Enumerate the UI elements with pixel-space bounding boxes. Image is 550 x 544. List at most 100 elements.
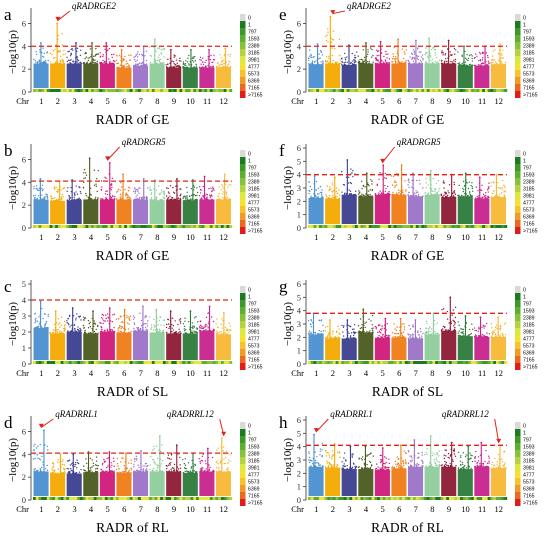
y-tick-label: 5 (297, 428, 301, 438)
snp-point (402, 460, 404, 462)
density-strip (308, 497, 325, 500)
snp-point (117, 188, 120, 191)
chromosome-6-points (390, 164, 408, 228)
snp-point (100, 326, 103, 329)
legend-label: 7165 (523, 222, 535, 228)
density-cell (49, 497, 53, 500)
density-cell (132, 89, 136, 92)
snp-point (118, 326, 120, 329)
snp-point (413, 53, 416, 55)
snp-point (383, 466, 385, 468)
density-strip (473, 361, 491, 364)
density-cell (102, 361, 106, 364)
snp-point (145, 315, 148, 317)
snp-point (36, 188, 38, 190)
point-band (325, 467, 341, 496)
density-cell (74, 361, 78, 364)
legend-swatch (515, 157, 521, 164)
chromosome-7-points (132, 305, 150, 364)
snp-point (452, 329, 455, 332)
snp-point (149, 188, 151, 190)
density-cell (310, 225, 314, 228)
snp-point (420, 335, 423, 337)
snp-point (463, 188, 465, 191)
chromosome-1-points (308, 175, 325, 228)
snp-point (409, 464, 412, 466)
snp-point (350, 182, 353, 185)
snp-point (318, 463, 320, 465)
snp-point (34, 59, 36, 62)
snp-point (95, 328, 97, 331)
snp-point (178, 65, 181, 67)
density-cell (354, 497, 358, 500)
snp-point (370, 179, 372, 181)
snp-point (346, 468, 348, 470)
snp-point (454, 58, 457, 61)
chromosome-5-points (374, 447, 392, 500)
snp-point (434, 49, 436, 51)
snp-point (97, 197, 99, 199)
density-cell (435, 361, 439, 364)
density-cell (113, 225, 117, 228)
density-cell (332, 225, 336, 228)
snp-point (53, 57, 55, 59)
annotation-qRADRGR5: qRADRGR5 (105, 137, 166, 161)
snp-point (54, 62, 56, 64)
point-band (490, 197, 506, 224)
snp-point (118, 468, 120, 470)
snp-point (204, 326, 207, 328)
snp-point (59, 332, 61, 334)
density-cell (33, 497, 36, 500)
snp-point (492, 332, 494, 335)
density-cell (335, 361, 339, 364)
snp-point (446, 310, 449, 313)
density-cell (495, 225, 499, 228)
snp-point (34, 319, 36, 321)
snp-point (106, 470, 108, 472)
snp-point (430, 48, 433, 51)
point-band (474, 198, 490, 224)
snp-point (487, 186, 490, 188)
snp-point (409, 455, 411, 457)
snp-point (485, 52, 488, 54)
snp-point (395, 181, 397, 184)
snp-point (358, 190, 360, 192)
density-cell (443, 497, 447, 500)
snp-point (165, 326, 168, 329)
snp-point (42, 47, 44, 49)
snp-point (34, 457, 36, 460)
snp-point (53, 470, 55, 473)
density-cell (124, 225, 128, 228)
density-cell (229, 497, 233, 500)
point-band (83, 199, 99, 224)
snp-point (435, 333, 437, 335)
snp-point (477, 197, 480, 200)
snp-point (191, 59, 194, 62)
snp-point (171, 317, 174, 320)
density-cell (484, 89, 488, 92)
snp-point (334, 61, 337, 63)
snp-point (229, 325, 232, 327)
snp-point (102, 59, 104, 62)
peak-point (450, 441, 453, 444)
snp-point (422, 332, 424, 335)
snp-point (484, 196, 487, 199)
density-cell (482, 361, 486, 364)
density-cell (185, 361, 188, 364)
snp-point (45, 61, 47, 64)
legend-label: 5573 (523, 208, 535, 214)
snp-point (199, 325, 201, 327)
snp-point (227, 186, 229, 188)
density-cell (154, 225, 158, 228)
snp-point (59, 330, 61, 332)
snp-point (453, 450, 455, 453)
snp-point (491, 55, 494, 57)
snp-point (444, 54, 446, 56)
density-cell (473, 361, 477, 364)
density-cell (330, 361, 334, 364)
density-cell (493, 225, 497, 228)
snp-point (59, 50, 62, 52)
density-cell (385, 89, 389, 92)
snp-point (42, 55, 44, 58)
snp-point (99, 52, 101, 54)
